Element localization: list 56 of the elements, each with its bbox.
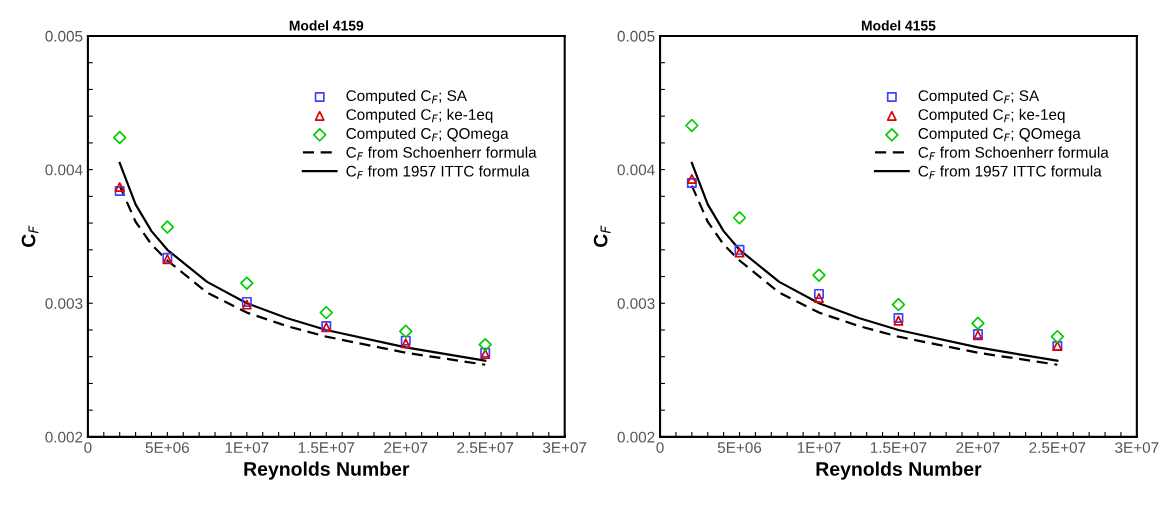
legend-label: Computed C$_{F}$; SA: [918, 89, 1040, 105]
x-tick-label: 2E+07: [956, 442, 1000, 453]
x-tick-label: 0: [656, 442, 664, 453]
x-tick-label: 2.5E+07: [457, 442, 514, 453]
legend-label: C$_{F}$ from 1957 ITTC formula: [346, 165, 530, 179]
x-tick-label: 1E+07: [797, 442, 841, 453]
y-tick-label: 0.004: [617, 164, 655, 176]
point: [812, 268, 826, 282]
legend-label: Computed C$_{F}$; QOmega: [346, 127, 509, 142]
point: [686, 177, 697, 188]
x-tick-label: 5E+06: [145, 442, 189, 453]
y-axis-title: C$_{F}$: [593, 225, 611, 248]
chart-title: Model 4155: [861, 20, 936, 31]
y-tick-label: 0.005: [45, 30, 83, 42]
y-tick-label: 0.002: [45, 431, 83, 443]
point: [114, 186, 125, 197]
point: [114, 181, 125, 192]
x-axis-title: Reynolds Number: [244, 461, 410, 480]
x-tick-label: 3E+07: [1115, 442, 1159, 453]
point: [240, 276, 254, 290]
x-tick-label: 1.5E+07: [870, 442, 927, 453]
point: [685, 118, 699, 133]
x-tick-label: 2.5E+07: [1029, 442, 1086, 453]
point: [160, 220, 175, 234]
y-axis-title: C$_{F}$: [21, 225, 39, 248]
x-tick-label: 1E+07: [225, 442, 269, 453]
x-tick-label: 3E+07: [542, 442, 587, 453]
y-tick-label: 0.005: [617, 30, 655, 42]
point: [813, 288, 824, 299]
point: [813, 292, 824, 303]
point: [478, 337, 492, 352]
point: [1050, 329, 1065, 344]
y-tick-label: 0.004: [45, 164, 83, 176]
point: [732, 211, 747, 225]
legend-label: C$_{F}$ from Schoenherr formula: [346, 146, 537, 161]
point: [112, 130, 127, 145]
x-tick-label: 5E+06: [717, 442, 762, 453]
y-tick-label: 0.003: [617, 298, 655, 309]
x-tick-label: 0: [84, 442, 92, 453]
point: [891, 297, 906, 312]
y-tick-label: 0.002: [617, 431, 655, 443]
legend-label: C$_{F}$ from 1957 ITTC formula: [918, 165, 1102, 179]
point: [399, 324, 413, 339]
chart-title: Model 4159: [289, 20, 364, 31]
x-tick-label: 2E+07: [384, 442, 428, 453]
x-axis-title: Reynolds Number: [816, 461, 982, 480]
legend-label: Computed C$_{F}$; ke-1eq: [918, 108, 1065, 124]
point: [971, 316, 985, 331]
y-tick-label: 0.003: [45, 298, 83, 309]
legend-label: Computed C$_{F}$; ke-1eq: [346, 108, 493, 124]
point: [686, 173, 697, 184]
legend-label: C$_{F}$ from Schoenherr formula: [918, 146, 1109, 161]
legend-label: Computed C$_{F}$; QOmega: [918, 127, 1081, 142]
point: [319, 305, 334, 320]
legend-label: Computed C$_{F}$; SA: [346, 89, 467, 105]
x-tick-label: 1.5E+07: [298, 442, 355, 453]
